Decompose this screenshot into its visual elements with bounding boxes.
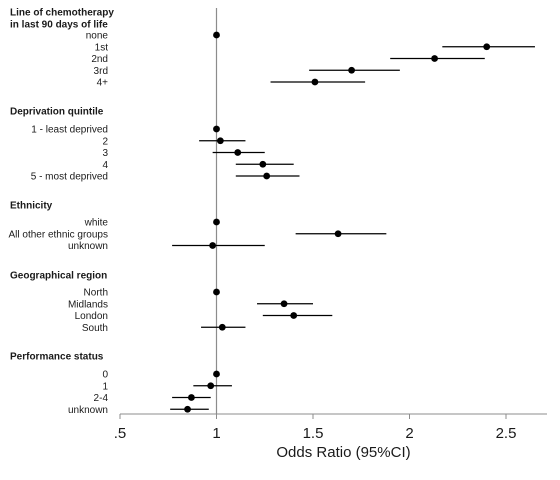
row-label: 2nd	[91, 54, 108, 65]
group-header: in last 90 days of life	[10, 20, 108, 31]
row-label: 2	[102, 136, 108, 147]
odds-ratio-point	[207, 382, 215, 390]
group-header: Performance status	[10, 352, 104, 363]
odds-ratio-point	[213, 370, 220, 378]
row-label: 4	[102, 160, 108, 171]
odds-ratio-point	[213, 31, 220, 39]
odds-ratio-point	[280, 300, 288, 308]
row-label: 2-4	[94, 393, 109, 404]
row-label: London	[75, 311, 108, 322]
row-label: 1st	[95, 42, 109, 53]
row-label: South	[82, 323, 108, 334]
row-label: 3rd	[94, 66, 108, 77]
x-tick-label: 1	[212, 425, 220, 442]
x-axis: .5 1 1.5 2 2.5 Odds Ratio (95%CI)	[114, 413, 547, 461]
odds-ratio-point	[348, 66, 355, 74]
row-label: unknown	[68, 241, 108, 252]
group-header: Geographical region	[10, 271, 107, 282]
row-label: 3	[102, 148, 108, 159]
odds-ratio-point	[209, 242, 217, 249]
row-label: All other ethnic groups	[8, 229, 108, 240]
odds-ratio-point	[213, 125, 220, 133]
odds-ratio-point	[213, 218, 220, 226]
row-label: white	[84, 218, 109, 229]
odds-ratio-point	[216, 137, 224, 145]
odds-ratio-point	[334, 230, 342, 238]
x-axis-label: Odds Ratio (95%CI)	[276, 444, 410, 461]
odds-ratio-point	[483, 43, 491, 51]
odds-ratio-point	[290, 312, 298, 319]
group-header: Deprivation quintile	[10, 107, 104, 118]
odds-ratio-point	[311, 78, 319, 86]
x-tick-label: 2.5	[496, 425, 517, 442]
row-label: 5 - most deprived	[31, 172, 108, 183]
x-tick-label: .5	[114, 425, 127, 442]
row-label: 4+	[97, 78, 109, 89]
row-label: 0	[102, 370, 108, 381]
odds-ratio-point	[234, 149, 242, 156]
estimates	[170, 31, 535, 413]
x-tick-label: 2	[405, 425, 413, 442]
odds-ratio-point	[263, 172, 271, 180]
odds-ratio-point	[218, 323, 226, 331]
x-tick-label: 1.5	[303, 425, 324, 442]
row-label: none	[86, 31, 109, 42]
group-header: Ethnicity	[10, 201, 53, 212]
x-ticks: .5 1 1.5 2 2.5	[114, 414, 517, 442]
group-header: Line of chemotherapy	[10, 8, 114, 19]
odds-ratio-point	[213, 288, 220, 296]
row-label: unknown	[68, 405, 108, 416]
odds-ratio-point	[259, 160, 267, 168]
odds-ratio-point	[188, 394, 195, 401]
row-label: North	[84, 288, 108, 299]
odds-ratio-point	[184, 405, 191, 413]
row-label: Midlands	[68, 299, 108, 310]
odds-ratio-point	[431, 55, 438, 62]
row-label: 1 - least deprived	[31, 125, 108, 136]
row-label: 1	[102, 381, 108, 392]
